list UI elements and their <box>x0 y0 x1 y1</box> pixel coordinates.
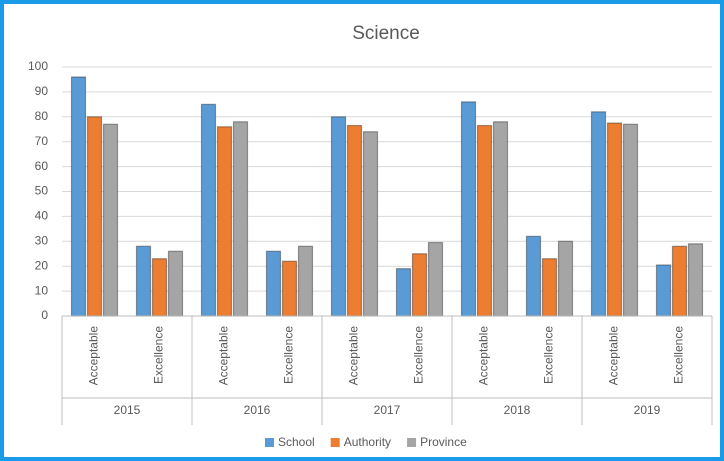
legend-label: Province <box>420 435 467 449</box>
bar <box>330 116 347 317</box>
y-tick-label: 100 <box>28 59 48 73</box>
y-tick-label: 80 <box>35 109 49 123</box>
group-label: 2017 <box>374 403 401 417</box>
y-tick-label: 40 <box>35 209 49 223</box>
x-tick-label: Excellence <box>542 326 556 384</box>
x-tick-label: Excellence <box>152 326 166 384</box>
y-tick-label: 10 <box>35 283 49 297</box>
x-tick-label: Acceptable <box>477 326 491 386</box>
group-label: 2016 <box>244 403 271 417</box>
x-tick-label: Acceptable <box>607 326 621 386</box>
x-tick-label: Acceptable <box>347 326 361 386</box>
x-tick-label: Acceptable <box>217 326 231 386</box>
y-tick-label: 70 <box>35 134 49 148</box>
bar <box>281 260 298 317</box>
bar <box>102 123 119 317</box>
bar <box>135 245 152 317</box>
group-label: 2018 <box>504 403 531 417</box>
bar <box>346 124 363 317</box>
legend-label: School <box>278 435 315 449</box>
y-tick-label: 50 <box>35 184 49 198</box>
y-tick-label: 90 <box>35 84 49 98</box>
bar <box>297 245 314 317</box>
chart-title: Science <box>352 23 420 44</box>
bar <box>200 103 217 317</box>
bar <box>411 253 428 317</box>
legend-swatch <box>265 438 274 447</box>
bar <box>265 250 282 317</box>
x-tick-label: Excellence <box>412 326 426 384</box>
bar <box>590 111 607 317</box>
y-tick-label: 60 <box>35 159 49 173</box>
bar <box>362 131 379 317</box>
group-label: 2019 <box>634 403 661 417</box>
bar <box>476 124 493 317</box>
bar <box>427 241 444 317</box>
bar <box>151 258 168 317</box>
bar <box>492 121 509 317</box>
x-tick-label: Excellence <box>282 326 296 384</box>
x-tick-label: Excellence <box>672 326 686 384</box>
bar <box>525 235 542 317</box>
group-label: 2015 <box>114 403 141 417</box>
bar <box>687 243 704 317</box>
bar <box>622 123 639 317</box>
bar <box>606 122 623 317</box>
bar <box>86 116 103 317</box>
bar <box>167 250 184 317</box>
y-tick-label: 30 <box>35 233 49 247</box>
bar <box>557 240 574 317</box>
x-tick-label: Acceptable <box>87 326 101 386</box>
bar <box>655 264 672 317</box>
bar <box>395 268 412 317</box>
y-tick-label: 0 <box>41 308 48 322</box>
legend-label: Authority <box>344 435 391 449</box>
bar <box>671 245 688 317</box>
bar <box>541 258 558 317</box>
bar <box>70 76 87 317</box>
legend-swatch <box>407 438 417 447</box>
bar <box>232 121 249 317</box>
legend-swatch <box>330 438 340 447</box>
bar <box>460 101 477 317</box>
y-tick-label: 20 <box>35 258 49 272</box>
bar <box>216 126 233 317</box>
